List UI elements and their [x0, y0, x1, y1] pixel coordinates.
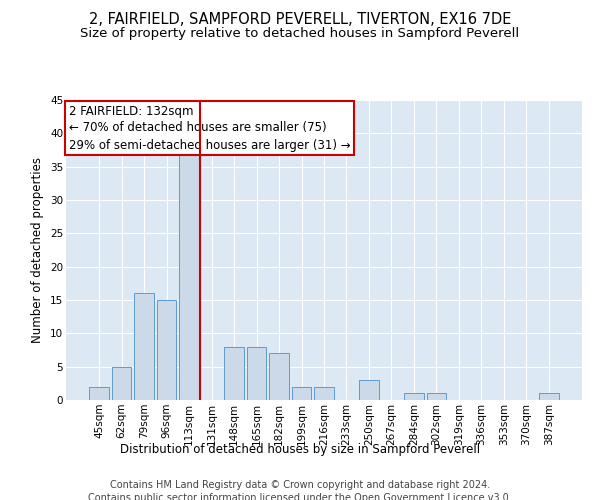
Bar: [134, 294, 154, 400]
Text: Contains HM Land Registry data © Crown copyright and database right 2024.
Contai: Contains HM Land Registry data © Crown c…: [88, 480, 512, 500]
Bar: [89, 386, 109, 400]
Bar: [427, 394, 446, 400]
Bar: [292, 386, 311, 400]
Bar: [539, 394, 559, 400]
Text: 2, FAIRFIELD, SAMPFORD PEVERELL, TIVERTON, EX16 7DE: 2, FAIRFIELD, SAMPFORD PEVERELL, TIVERTO…: [89, 12, 511, 28]
Text: Size of property relative to detached houses in Sampford Peverell: Size of property relative to detached ho…: [80, 28, 520, 40]
Bar: [269, 354, 289, 400]
Bar: [247, 346, 266, 400]
Bar: [359, 380, 379, 400]
Y-axis label: Number of detached properties: Number of detached properties: [31, 157, 44, 343]
Bar: [224, 346, 244, 400]
Text: 2 FAIRFIELD: 132sqm
← 70% of detached houses are smaller (75)
29% of semi-detach: 2 FAIRFIELD: 132sqm ← 70% of detached ho…: [68, 104, 350, 152]
Text: Distribution of detached houses by size in Sampford Peverell: Distribution of detached houses by size …: [120, 442, 480, 456]
Bar: [112, 366, 131, 400]
Bar: [157, 300, 176, 400]
Bar: [314, 386, 334, 400]
Bar: [404, 394, 424, 400]
Bar: [179, 154, 199, 400]
